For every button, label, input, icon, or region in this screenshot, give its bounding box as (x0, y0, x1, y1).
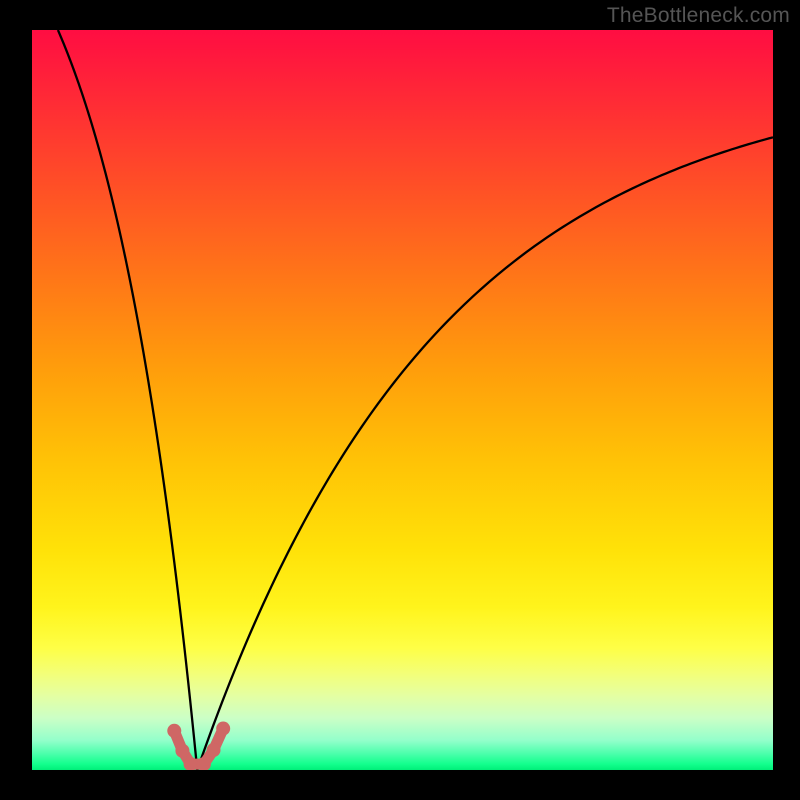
marker-dot (175, 744, 189, 758)
marker-dot (207, 743, 221, 757)
marker-dot (216, 722, 230, 736)
curve-layer (32, 30, 773, 770)
watermark-text: TheBottleneck.com (607, 4, 790, 28)
chart-container: TheBottleneck.com (0, 0, 800, 800)
marker-dot (167, 724, 181, 738)
plot-area (32, 30, 773, 770)
bottleneck-curve (58, 30, 773, 770)
